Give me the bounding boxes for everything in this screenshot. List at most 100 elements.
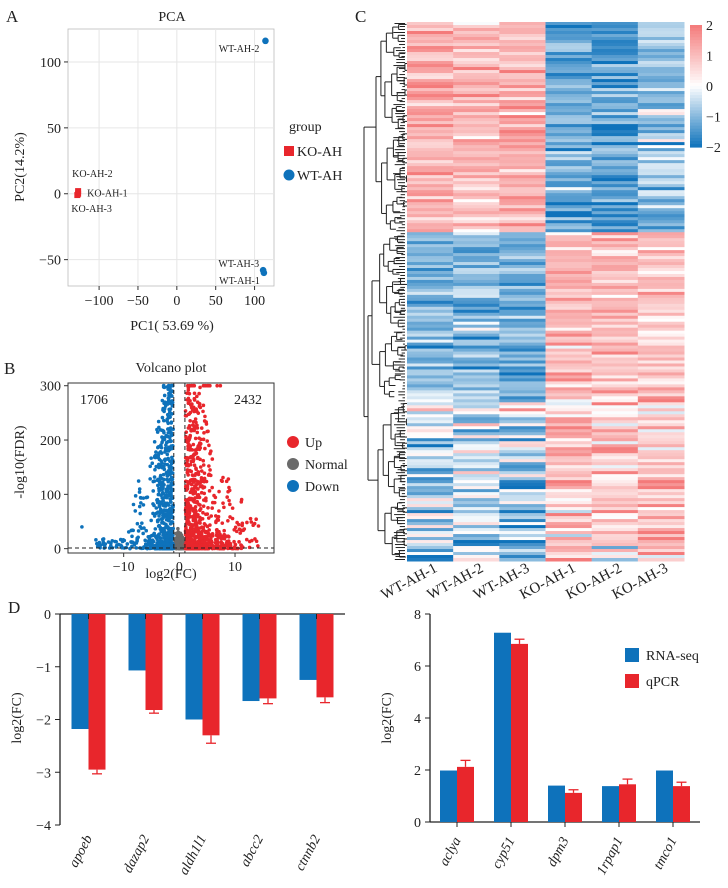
heatmap-cell bbox=[591, 480, 639, 484]
heatmap-cell bbox=[545, 555, 593, 559]
heatmap-cell bbox=[499, 351, 546, 356]
heatmap-cell bbox=[591, 139, 639, 143]
heatmap-cell bbox=[407, 471, 454, 475]
heatmap-cell bbox=[637, 214, 685, 218]
heatmap-cell bbox=[407, 52, 454, 56]
heatmap-cell bbox=[407, 474, 454, 478]
heatmap-cell bbox=[407, 507, 454, 511]
pca-ytick-label: −50 bbox=[39, 254, 61, 269]
volcano-point-down bbox=[157, 514, 161, 518]
heatmap-cell bbox=[637, 291, 685, 296]
volcano-point-down bbox=[122, 538, 127, 543]
heatmap-cell bbox=[591, 181, 639, 185]
heatmap-cell bbox=[407, 64, 454, 68]
volcano-point-normal bbox=[175, 541, 179, 545]
heatmap-cell bbox=[545, 136, 593, 140]
pca-xlabel: PC1( 53.69 %) bbox=[130, 319, 214, 334]
heatmap-cell bbox=[637, 387, 685, 391]
heatmap-cell bbox=[637, 151, 685, 155]
heatmap-cell bbox=[453, 169, 500, 173]
heatmap-cell bbox=[591, 187, 639, 191]
heatmap-cell bbox=[407, 115, 454, 119]
volcano-point-up bbox=[189, 383, 194, 388]
volcano-point-down bbox=[147, 536, 152, 541]
heatmap-cell bbox=[407, 34, 454, 38]
heatmap-cell bbox=[499, 426, 546, 430]
heatmap-cell bbox=[637, 247, 685, 251]
heatmap-cell bbox=[407, 85, 454, 89]
volcano-point-up bbox=[196, 513, 200, 517]
heatmap-cell bbox=[545, 387, 593, 391]
heatmap-cell bbox=[637, 315, 685, 320]
volcano-point-down bbox=[136, 479, 141, 483]
heatmap-cell bbox=[499, 112, 546, 116]
heatmap-cell bbox=[499, 184, 546, 188]
heatmap-cell bbox=[407, 444, 454, 448]
volcano-point-up bbox=[217, 529, 221, 534]
volcano-point-up bbox=[197, 447, 202, 452]
heatmap-cell bbox=[453, 351, 500, 356]
volcano-point-down bbox=[153, 454, 157, 459]
volcano-point-down bbox=[162, 508, 167, 512]
volcano-point-down bbox=[137, 504, 142, 509]
volcano-point-up bbox=[245, 520, 249, 525]
heatmap-cell bbox=[545, 253, 593, 257]
volcano-point-up bbox=[239, 497, 244, 502]
heatmap-cell bbox=[637, 73, 685, 77]
volcano-point-up bbox=[190, 497, 194, 502]
volcano-point-up bbox=[254, 517, 258, 522]
heatmap-cell bbox=[637, 244, 685, 248]
volcano-point-up bbox=[187, 391, 192, 396]
heatmap-cell bbox=[453, 360, 500, 364]
heatmap-cell bbox=[499, 148, 546, 152]
heatmap-cell bbox=[591, 501, 639, 505]
heatmap-cell bbox=[453, 438, 500, 442]
volcano-point-up bbox=[189, 469, 194, 474]
heatmap-cell bbox=[499, 172, 546, 176]
heatmap-cell bbox=[499, 139, 546, 143]
heatmap-cell bbox=[453, 136, 500, 140]
volcano-point-down bbox=[167, 410, 172, 415]
heatmap-cell bbox=[591, 390, 639, 394]
heatmap-cell bbox=[499, 417, 546, 421]
heatmap-cell bbox=[453, 142, 500, 146]
volcano-point-down bbox=[148, 464, 153, 469]
heatmap-cell bbox=[637, 145, 685, 149]
heatmap-cell bbox=[453, 276, 500, 281]
heatmap-cell bbox=[637, 148, 685, 152]
heatmap-cell bbox=[591, 232, 639, 236]
bar-category-label: apoeb bbox=[67, 833, 96, 870]
heatmap-cell bbox=[545, 306, 593, 311]
heatmap-cell bbox=[453, 130, 500, 134]
heatmap-cell bbox=[637, 139, 685, 143]
heatmap-cell bbox=[453, 31, 500, 35]
heatmap-cell bbox=[453, 166, 500, 170]
heatmap-cell bbox=[453, 73, 500, 77]
heatmap-cell bbox=[499, 471, 546, 475]
volcano-point-down bbox=[170, 400, 175, 405]
volcano-point-up bbox=[187, 436, 192, 440]
heatmap-cell bbox=[591, 241, 639, 245]
volcano-ytick-label: 200 bbox=[40, 434, 61, 449]
heatmap-cell bbox=[453, 477, 500, 481]
volcano-point-down bbox=[160, 440, 164, 445]
heatmap-cell bbox=[407, 330, 454, 335]
colorbar-segment bbox=[690, 104, 702, 108]
heatmap-cell bbox=[407, 327, 454, 332]
volcano-point-up bbox=[240, 545, 245, 549]
volcano-point-up bbox=[199, 475, 204, 480]
volcano-point-up bbox=[188, 504, 193, 508]
bar-rnaseq bbox=[656, 770, 673, 822]
bar-legend-label: qPCR bbox=[646, 675, 680, 690]
heatmap-cell bbox=[545, 100, 593, 104]
heatmap-cell bbox=[591, 438, 639, 442]
heatmap-cell bbox=[591, 160, 639, 164]
pca-point-label: KO-AH-1 bbox=[87, 189, 128, 200]
bar-category-label: aclya bbox=[437, 835, 464, 869]
pca-ytick-label: 0 bbox=[54, 188, 61, 203]
heatmap-cell bbox=[545, 130, 593, 134]
heatmap-cell bbox=[407, 247, 454, 251]
volcano-point-up bbox=[201, 463, 206, 467]
heatmap-cell bbox=[545, 480, 593, 484]
heatmap-cell bbox=[545, 259, 593, 263]
